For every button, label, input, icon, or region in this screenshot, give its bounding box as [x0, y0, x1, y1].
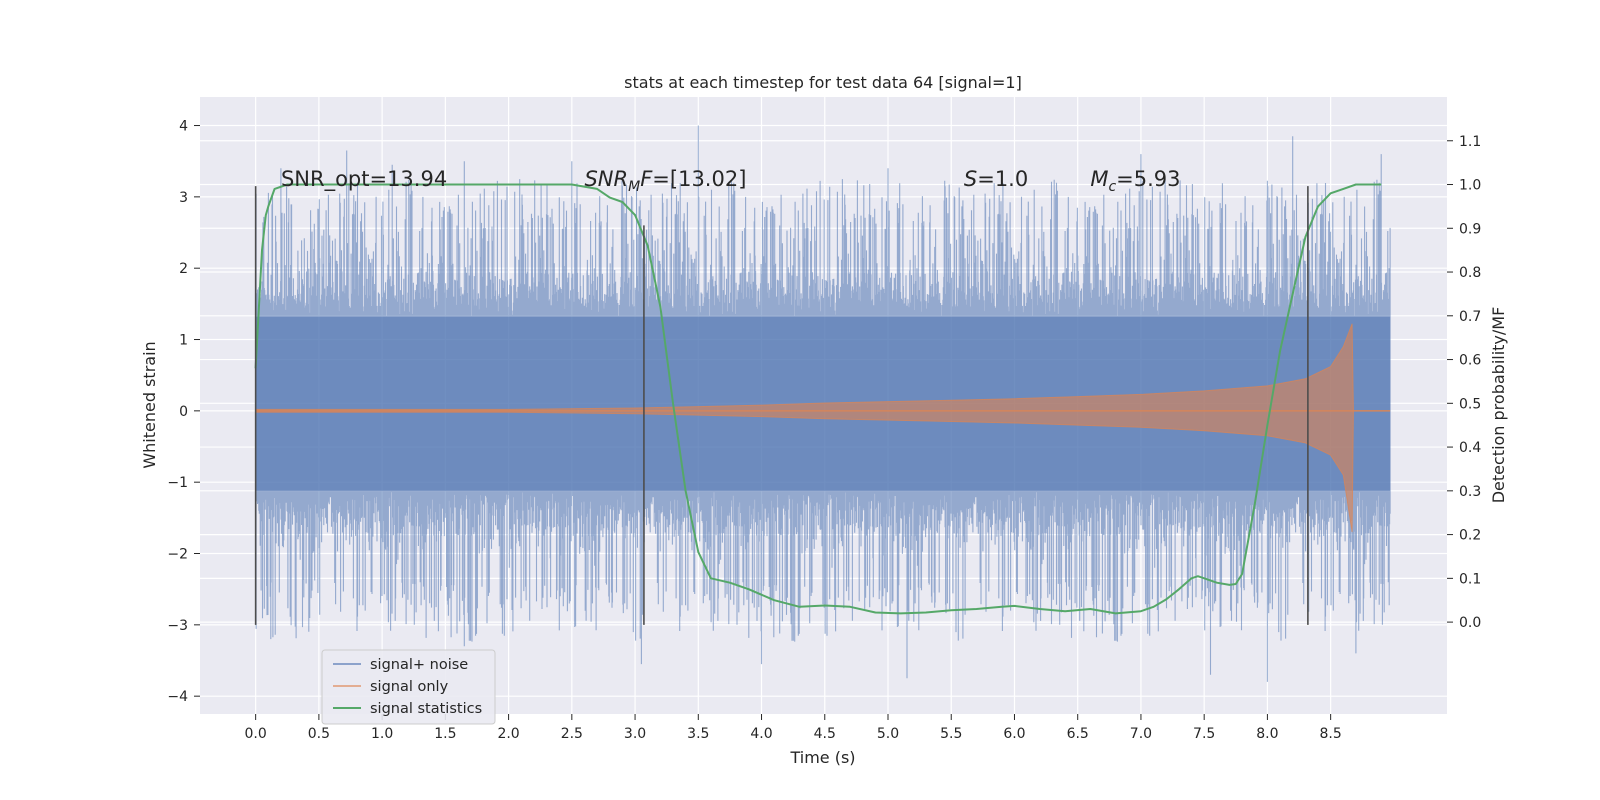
annotation-text: Mc=5.93 — [1090, 167, 1180, 195]
x-axis-label: Time (s) — [789, 748, 855, 767]
y-tick-label: 1 — [179, 333, 188, 349]
x-tick-label: 5.0 — [877, 726, 899, 742]
y-tick-label: −2 — [167, 547, 188, 563]
annotation-part: S — [964, 167, 977, 191]
x-tick-label: 0.0 — [245, 726, 267, 742]
x-tick-label: 3.5 — [687, 726, 709, 742]
legend: signal+ noise signal only signal statist… — [321, 649, 496, 725]
y-tick-label: 2 — [179, 261, 188, 277]
annotation-text: SNRMF=[13.02] — [584, 167, 746, 195]
y2-tick-label: 0.6 — [1459, 353, 1481, 369]
x-tick-label: 7.0 — [1130, 726, 1152, 742]
y2-tick-label: 0.7 — [1459, 309, 1481, 325]
x-tick-label: 5.5 — [940, 726, 962, 742]
y-tick-label: −3 — [167, 618, 188, 634]
legend-box — [321, 649, 496, 725]
annotation-text: SNR_opt=13.94 — [281, 167, 447, 192]
annotation-part: F — [640, 167, 653, 191]
annotation-text: S=1.0 — [964, 167, 1028, 191]
annotation-part: SNR_opt=13.94 — [281, 167, 447, 192]
annotation-part: =1.0 — [977, 167, 1028, 191]
annotation-part: M — [1090, 167, 1108, 191]
y-tick-label: −4 — [167, 689, 188, 705]
x-tick-label: 8.0 — [1256, 726, 1278, 742]
y2-tick-label: 0.9 — [1459, 221, 1481, 237]
x-tick-label: 7.5 — [1193, 726, 1215, 742]
vertical-markers — [254, 186, 1309, 625]
y2-tick-label: 0.1 — [1459, 571, 1481, 587]
y2-tick-label: 1.1 — [1459, 134, 1481, 150]
legend-label-signal-only: signal only — [370, 679, 449, 695]
annotation-part: =5.93 — [1116, 167, 1180, 191]
x-tick-label: 2.0 — [497, 726, 519, 742]
axes: 0.0 0.5 1.0 1.5 2.0 2.5 3.0 3.5 4.0 4.5 5.0 5.5 6.0 6… — [167, 119, 1481, 742]
y2-tick-label: 1.0 — [1459, 178, 1481, 194]
y2-tick-label: 0.2 — [1459, 528, 1481, 544]
x-tick-label: 1.0 — [371, 726, 393, 742]
annotation-part: M — [628, 179, 640, 195]
legend-label-signal-noise: signal+ noise — [370, 657, 468, 673]
annotation-part: =[13.02] — [652, 167, 746, 191]
y-axis-label: Whitened strain — [140, 341, 159, 468]
annotation-part: SNR — [584, 167, 628, 191]
y-tick-label: 3 — [179, 190, 188, 206]
y2-axis-label: Detection probability/MF — [1489, 307, 1508, 504]
series-layer — [254, 125, 1391, 682]
x-tick-label: 2.5 — [561, 726, 583, 742]
x-tick-label: 6.5 — [1067, 726, 1089, 742]
legend-label-signal-statistics: signal statistics — [370, 701, 482, 717]
x-tick-label: 0.5 — [308, 726, 330, 742]
y-tick-label: −1 — [167, 475, 188, 491]
series-signal-statistics — [254, 183, 1382, 615]
y2-tick-label: 0.8 — [1459, 265, 1481, 281]
x-tick-label: 3.0 — [624, 726, 646, 742]
annotation-part: c — [1108, 179, 1116, 195]
x-tick-label: 6.0 — [1003, 726, 1025, 742]
x-tick-label: 4.0 — [750, 726, 772, 742]
y2-tick-label: 0.5 — [1459, 396, 1481, 412]
x-tick-label: 1.5 — [434, 726, 456, 742]
y2-tick-label: 0.0 — [1459, 615, 1481, 631]
y2-tick-label: 0.4 — [1459, 440, 1481, 456]
chart-title: stats at each timestep for test data 64 … — [624, 73, 1022, 92]
y-tick-label: 0 — [179, 404, 188, 420]
annotations: SNR_opt=13.94 SNRMF=[13.02] S=1.0 Mc=5.93 — [281, 167, 1181, 195]
x-tick-label: 4.5 — [814, 726, 836, 742]
y-tick-label: 4 — [179, 119, 188, 135]
y2-tick-label: 0.3 — [1459, 484, 1481, 500]
x-tick-label: 8.5 — [1320, 726, 1342, 742]
